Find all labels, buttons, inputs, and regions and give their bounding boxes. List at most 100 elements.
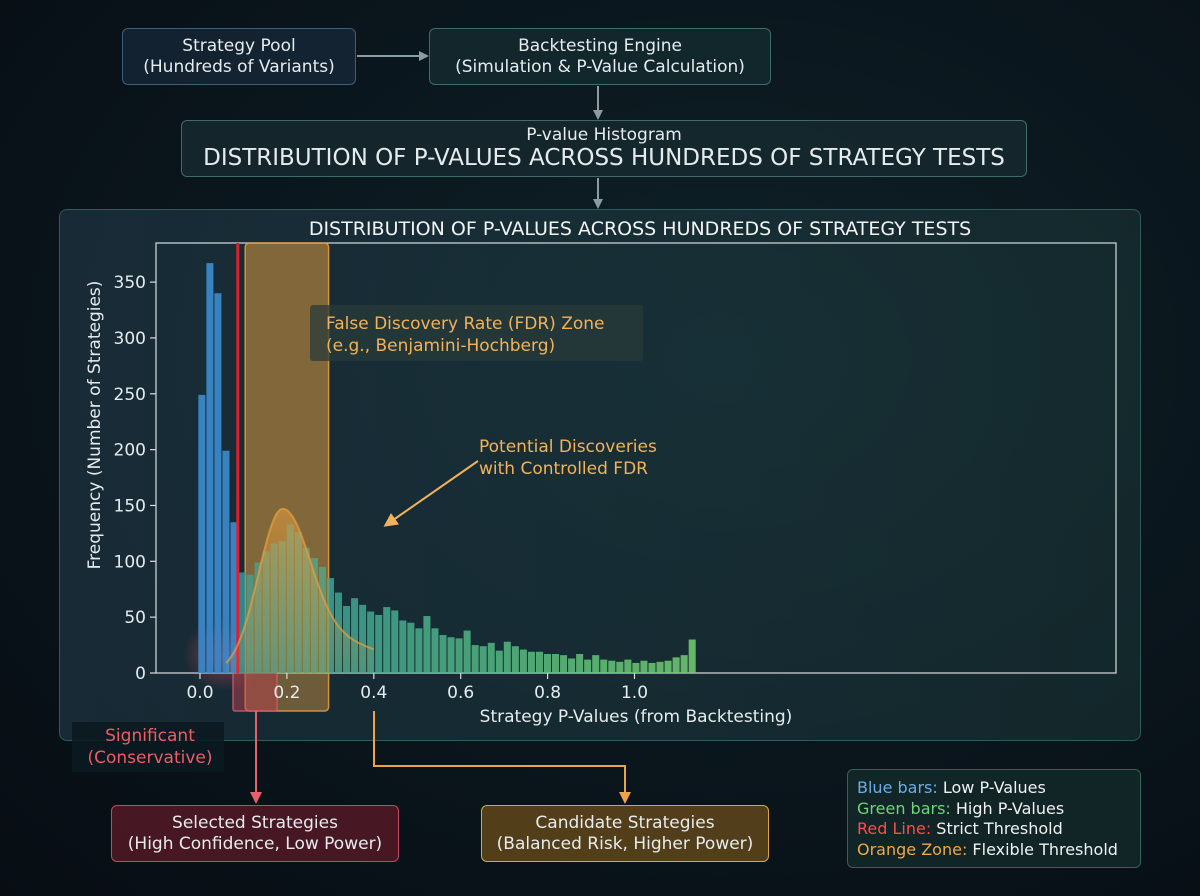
histogram-bar [560,655,568,673]
histogram-bar [592,655,600,673]
strategy-pool-box: Strategy Pool (Hundreds of Variants) [122,28,356,85]
y-tick-label: 0 [135,664,146,684]
histogram-bar [503,641,511,673]
histogram-bar [511,646,519,673]
histogram-bar [367,611,375,673]
histogram-bar [391,610,399,673]
histogram-bar [688,639,696,673]
histogram-bar [447,637,455,673]
legend-text: Strict Threshold [931,819,1063,838]
histogram-bar [664,660,672,673]
legend-item-orange: Orange Zone: Flexible Threshold [857,840,1140,861]
histogram-bar [632,662,640,673]
histogram-bar [399,620,407,673]
histogram-bar [431,628,439,673]
histogram-bar [576,654,584,673]
histogram-bar [656,661,664,673]
y-tick-label: 250 [114,385,146,405]
backtesting-engine-title: Backtesting Engine [518,35,682,56]
legend-item-blue: Blue bars: Low P-Values [857,778,1140,799]
legend-key: Green bars: [857,798,951,818]
x-tick-label: 1.0 [621,683,648,703]
histogram-bar [351,598,359,673]
x-tick-label: 0.6 [447,683,474,703]
chart-title: DISTRIBUTION OF P-VALUES ACROSS HUNDREDS… [309,218,971,240]
legend-key: Blue bars: [857,778,938,797]
legend-text: High P-Values [950,798,1065,818]
y-tick-label: 150 [114,496,146,516]
fdr-curve-line [225,507,375,664]
significant-label-line1: Significant [105,726,195,746]
fdr-label-box [310,305,643,361]
histogram-bar [527,651,535,673]
candidate-arrow [373,711,631,804]
selected-strategies-subtitle: (High Confidence, Low Power) [127,833,383,854]
legend-item-green: Green bars: High P-Values [857,799,1140,820]
significant-label-line2: (Conservative) [87,748,212,768]
histogram-bar [552,654,560,673]
histogram-bar [584,659,592,673]
histogram-bar [672,657,680,673]
histogram-bar [471,645,479,673]
histogram-bar [640,660,648,673]
histogram-bar [479,646,487,673]
histogram-bar [383,607,391,673]
histogram-bar [608,660,616,673]
histogram-bar [624,659,632,673]
candidate-strategies-title: Candidate Strategies [535,812,715,833]
y-tick-label: 300 [114,329,146,349]
histogram-bar [230,522,238,673]
histogram-bar [648,662,656,673]
legend-item-red: Red Line: Strict Threshold [857,819,1140,840]
x-axis-label: Strategy P-Values (from Backtesting) [480,707,793,727]
candidate-strategies-subtitle: (Balanced Risk, Higher Power) [496,833,754,854]
selected-strategies-box: Selected Strategies (High Confidence, Lo… [111,805,399,862]
histogram-bar [600,659,608,673]
y-tick-label: 200 [114,441,146,461]
significant-label-bg [72,722,224,772]
y-tick-label: 50 [124,608,146,628]
histogram-bar [407,622,415,673]
potential-label-line2: with Controlled FDR [479,459,648,479]
legend-text: Flexible Threshold [967,839,1118,859]
fdr-label-line2: (e.g., Benjamini-Hochberg) [326,336,555,356]
histogram-bar [222,450,230,673]
potential-label-line1: Potential Discoveries [479,437,657,457]
histogram-bar [375,614,383,673]
histogram-bar [535,651,543,673]
significant-band [232,672,278,712]
y-tick-label: 100 [114,552,146,572]
strategy-pool-subtitle: (Hundreds of Variants) [143,56,335,77]
x-tick-label: 0.8 [534,683,561,703]
histogram-bar [487,642,495,673]
backtesting-engine-box: Backtesting Engine (Simulation & P-Value… [429,28,771,85]
histogram-bar [543,654,552,673]
histogram-bar [238,572,246,673]
histogram-bar [519,649,527,673]
x-tick-label: 0.2 [273,683,300,703]
histogram-box-subtitle: DISTRIBUTION OF P-VALUES ACROSS HUNDREDS… [203,145,1005,171]
legend-text: Low P-Values [937,778,1046,797]
y-tick-label: 350 [114,273,146,293]
fdr-curve-area [226,508,374,673]
legend-key: Orange Zone: [857,839,968,859]
y-axis-label: Frequency (Number of Strategies) [85,281,105,570]
histogram-bar [568,658,576,673]
x-tick-label: 0.0 [186,683,213,703]
strategy-pool-title: Strategy Pool [182,35,296,56]
legend-key: Red Line: [857,819,932,838]
x-tick-label: 0.4 [360,683,387,703]
histogram-bar [423,616,431,673]
legend: Blue bars: Low P-Values Green bars: High… [847,769,1141,868]
fdr-label-line1: False Discovery Rate (FDR) Zone [326,314,604,334]
backtesting-engine-subtitle: (Simulation & P-Value Calculation) [455,56,745,77]
potential-arrow [383,460,479,527]
histogram-bar [680,655,688,673]
histogram-bar [455,638,463,673]
histogram-bar [439,635,447,673]
histogram-bar [198,394,206,673]
histogram-bar [415,628,423,673]
histogram-bar [359,604,367,673]
histogram-bar [616,661,624,673]
